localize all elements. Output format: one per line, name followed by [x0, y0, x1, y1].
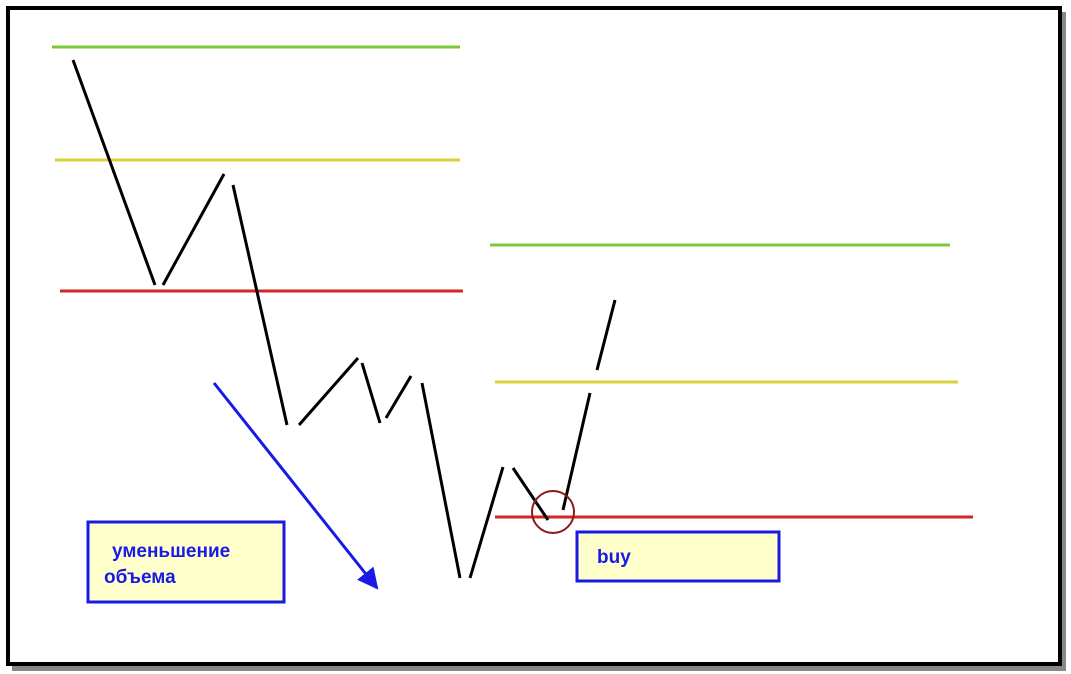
buy-text: buy — [597, 547, 631, 568]
buy-circle — [531, 490, 575, 534]
note-box — [86, 520, 286, 604]
note-text: объема — [104, 567, 176, 588]
arrow — [212, 382, 379, 590]
levels — [52, 45, 973, 519]
note-text: уменьшение — [112, 541, 230, 562]
price-path — [71, 59, 617, 579]
buy-box — [575, 530, 781, 583]
